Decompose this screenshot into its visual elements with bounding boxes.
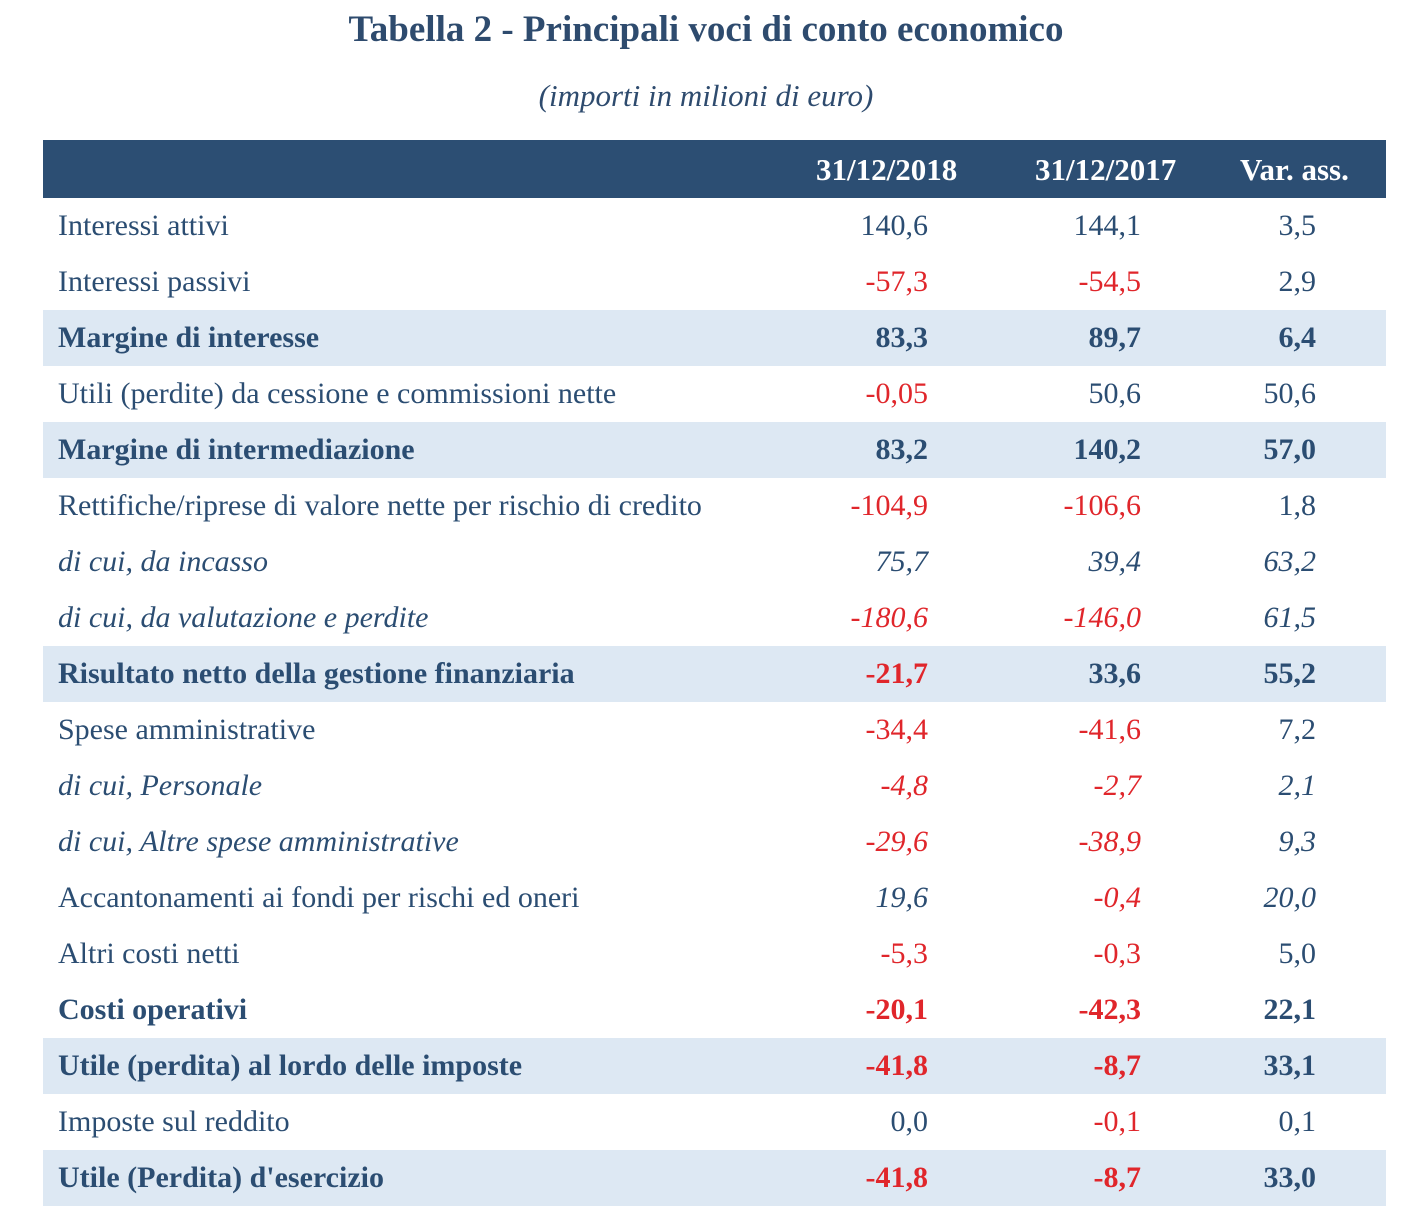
value-2018: -4,8: [880, 769, 929, 802]
row-label: Imposte sul reddito: [58, 1105, 290, 1138]
value-var: 1,8: [1278, 489, 1317, 522]
value-var: 33,1: [1263, 1049, 1317, 1082]
value-var: 2,9: [1278, 265, 1317, 298]
row-label: di cui, da incasso: [58, 545, 268, 578]
value-2017: -2,7: [1093, 769, 1142, 802]
row-label: Margine di intermediazione: [58, 433, 415, 466]
table-title: Tabella 2 - Principali voci di conto eco…: [348, 9, 1064, 50]
value-2017: 39,4: [1088, 545, 1142, 578]
table-row: di cui, Personale -4,8 -2,7 2,1: [43, 758, 1386, 814]
value-2018: -5,3: [880, 937, 929, 970]
value-2017: -106,6: [1063, 489, 1142, 522]
row-label: Rettifiche/riprese di valore nette per r…: [58, 489, 702, 522]
value-2018: -21,7: [865, 657, 929, 690]
table-row: Spese amministrative -34,4 -41,6 7,2: [43, 702, 1386, 758]
value-var: 22,1: [1263, 993, 1317, 1026]
row-label: Utile (Perdita) d'esercizio: [58, 1161, 384, 1194]
table-row: di cui, da incasso 75,7 39,4 63,2: [43, 534, 1386, 590]
value-2017: -54,5: [1078, 265, 1142, 298]
table-subtitle: (importi in milioni di euro): [538, 78, 874, 113]
value-2017: -0,3: [1093, 937, 1142, 970]
value-2018: -41,8: [865, 1049, 929, 1082]
table-row: Margine di interesse 83,3 89,7 6,4: [43, 310, 1386, 366]
row-label: Accantonamenti ai fondi per rischi ed on…: [58, 881, 580, 914]
table-row: Interessi passivi -57,3 -54,5 2,9: [43, 254, 1386, 310]
value-var: 61,5: [1263, 601, 1317, 634]
column-header-2017: 31/12/2017: [1035, 152, 1177, 187]
value-2018: -0,05: [865, 377, 929, 410]
table-row: di cui, Altre spese amministrative -29,6 -…: [43, 814, 1386, 870]
value-2018: 19,6: [875, 881, 929, 914]
value-2017: -8,7: [1093, 1161, 1142, 1194]
value-var: 20,0: [1263, 881, 1317, 914]
table-row: Rettifiche/riprese di valore nette per r…: [43, 478, 1386, 534]
value-2017: -41,6: [1078, 713, 1142, 746]
value-2018: 75,7: [875, 545, 929, 578]
value-var: 5,0: [1278, 937, 1317, 970]
table-row: Interessi attivi 140,6 144,1 3,5: [43, 198, 1386, 254]
value-2017: 140,2: [1073, 433, 1142, 466]
row-label: Interessi attivi: [58, 209, 229, 242]
row-label: Interessi passivi: [58, 265, 251, 298]
table-row: Costi operativi -20,1 -42,3 22,1: [43, 982, 1386, 1038]
value-2017: -0,1: [1093, 1105, 1142, 1138]
value-var: 50,6: [1263, 377, 1317, 410]
value-2017: -8,7: [1093, 1049, 1142, 1082]
table-row: Utile (Perdita) d'esercizio -41,8 -8,7 33,0: [43, 1150, 1386, 1206]
value-var: 57,0: [1263, 433, 1317, 466]
value-2018: -34,4: [865, 713, 929, 746]
value-var: 55,2: [1263, 657, 1317, 690]
row-label: Utile (perdita) al lordo delle imposte: [58, 1049, 523, 1082]
table-row: Imposte sul reddito 0,0 -0,1 0,1: [43, 1094, 1386, 1150]
value-var: 3,5: [1278, 209, 1317, 242]
row-label: Margine di interesse: [58, 321, 320, 354]
value-var: 7,2: [1278, 713, 1317, 746]
value-2018: -41,8: [865, 1161, 929, 1194]
table-body: Interessi attivi 140,6 144,1 3,5 Interessi p…: [43, 198, 1386, 1206]
value-2018: 0,0: [890, 1105, 929, 1138]
income-statement-table: 31/12/2018 31/12/2017 Var. ass. Interess…: [43, 140, 1386, 1206]
table-row: Accantonamenti ai fondi per rischi ed on…: [43, 870, 1386, 926]
value-2018: -180,6: [850, 601, 929, 634]
row-label: Risultato netto della gestione finanziar…: [58, 657, 575, 690]
value-var: 0,1: [1278, 1105, 1317, 1138]
value-var: 6,4: [1278, 321, 1317, 354]
column-header-2018: 31/12/2018: [816, 152, 958, 187]
value-var: 63,2: [1263, 545, 1317, 578]
value-2017: -38,9: [1078, 825, 1142, 858]
table-row: di cui, da valutazione e perdite -180,6 -1…: [43, 590, 1386, 646]
row-label: Spese amministrative: [58, 713, 316, 746]
value-2018: -57,3: [865, 265, 929, 298]
value-2017: 33,6: [1088, 657, 1142, 690]
row-label: di cui, Altre spese amministrative: [58, 825, 459, 858]
row-label: di cui, da valutazione e perdite: [58, 601, 429, 634]
row-label: Altri costi netti: [58, 937, 240, 970]
table-row: Margine di intermediazione 83,2 140,2 57,0: [43, 422, 1386, 478]
row-label: di cui, Personale: [58, 769, 263, 802]
value-var: 9,3: [1278, 825, 1317, 858]
table-header: 31/12/2018 31/12/2017 Var. ass.: [43, 140, 1386, 198]
value-2017: 89,7: [1088, 321, 1142, 354]
value-2017: 144,1: [1073, 209, 1142, 242]
value-2017: -0,4: [1093, 881, 1142, 914]
table-row: Utile (perdita) al lordo delle imposte -4…: [43, 1038, 1386, 1094]
value-2018: 83,2: [875, 433, 929, 466]
table-row: Risultato netto della gestione finanziar…: [43, 646, 1386, 702]
row-label: Costi operativi: [58, 993, 248, 1026]
value-2017: -42,3: [1078, 993, 1142, 1026]
value-2018: 140,6: [860, 209, 929, 242]
value-2018: -20,1: [865, 993, 929, 1026]
column-header-var: Var. ass.: [1240, 152, 1349, 187]
value-2018: -104,9: [850, 489, 929, 522]
value-var: 2,1: [1278, 769, 1317, 802]
value-2017: -146,0: [1063, 601, 1142, 634]
value-var: 33,0: [1263, 1161, 1317, 1194]
value-2018: 83,3: [875, 321, 929, 354]
table-row: Altri costi netti -5,3 -0,3 5,0: [43, 926, 1386, 982]
value-2018: -29,6: [865, 825, 929, 858]
table-row: Utili (perdite) da cessione e commission…: [43, 366, 1386, 422]
row-label: Utili (perdite) da cessione e commission…: [58, 377, 617, 410]
value-2017: 50,6: [1088, 377, 1142, 410]
